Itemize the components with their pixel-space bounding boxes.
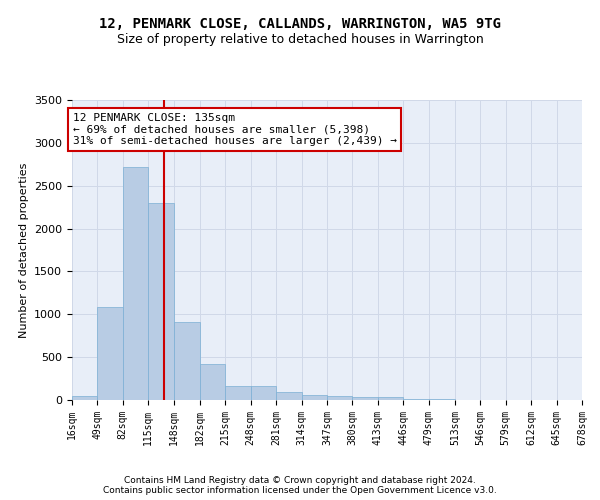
Bar <box>327 396 352 400</box>
Bar <box>378 398 403 400</box>
Bar <box>123 167 148 400</box>
Text: Size of property relative to detached houses in Warrington: Size of property relative to detached ho… <box>116 32 484 46</box>
Bar <box>403 399 428 400</box>
Bar <box>226 386 251 400</box>
Text: Contains HM Land Registry data © Crown copyright and database right 2024.: Contains HM Land Registry data © Crown c… <box>124 476 476 485</box>
Bar <box>302 395 327 400</box>
Bar <box>97 306 123 400</box>
Bar <box>251 386 276 400</box>
Bar <box>72 396 97 400</box>
Bar <box>428 399 455 400</box>
Y-axis label: Number of detached properties: Number of detached properties <box>19 162 29 338</box>
Text: Contains public sector information licensed under the Open Government Licence v3: Contains public sector information licen… <box>103 486 497 495</box>
Text: 12, PENMARK CLOSE, CALLANDS, WARRINGTON, WA5 9TG: 12, PENMARK CLOSE, CALLANDS, WARRINGTON,… <box>99 18 501 32</box>
Bar <box>148 203 173 400</box>
Bar <box>352 396 378 400</box>
Bar <box>276 392 302 400</box>
Bar <box>200 364 226 400</box>
Text: 12 PENMARK CLOSE: 135sqm
← 69% of detached houses are smaller (5,398)
31% of sem: 12 PENMARK CLOSE: 135sqm ← 69% of detach… <box>73 113 397 146</box>
Bar <box>173 322 200 400</box>
